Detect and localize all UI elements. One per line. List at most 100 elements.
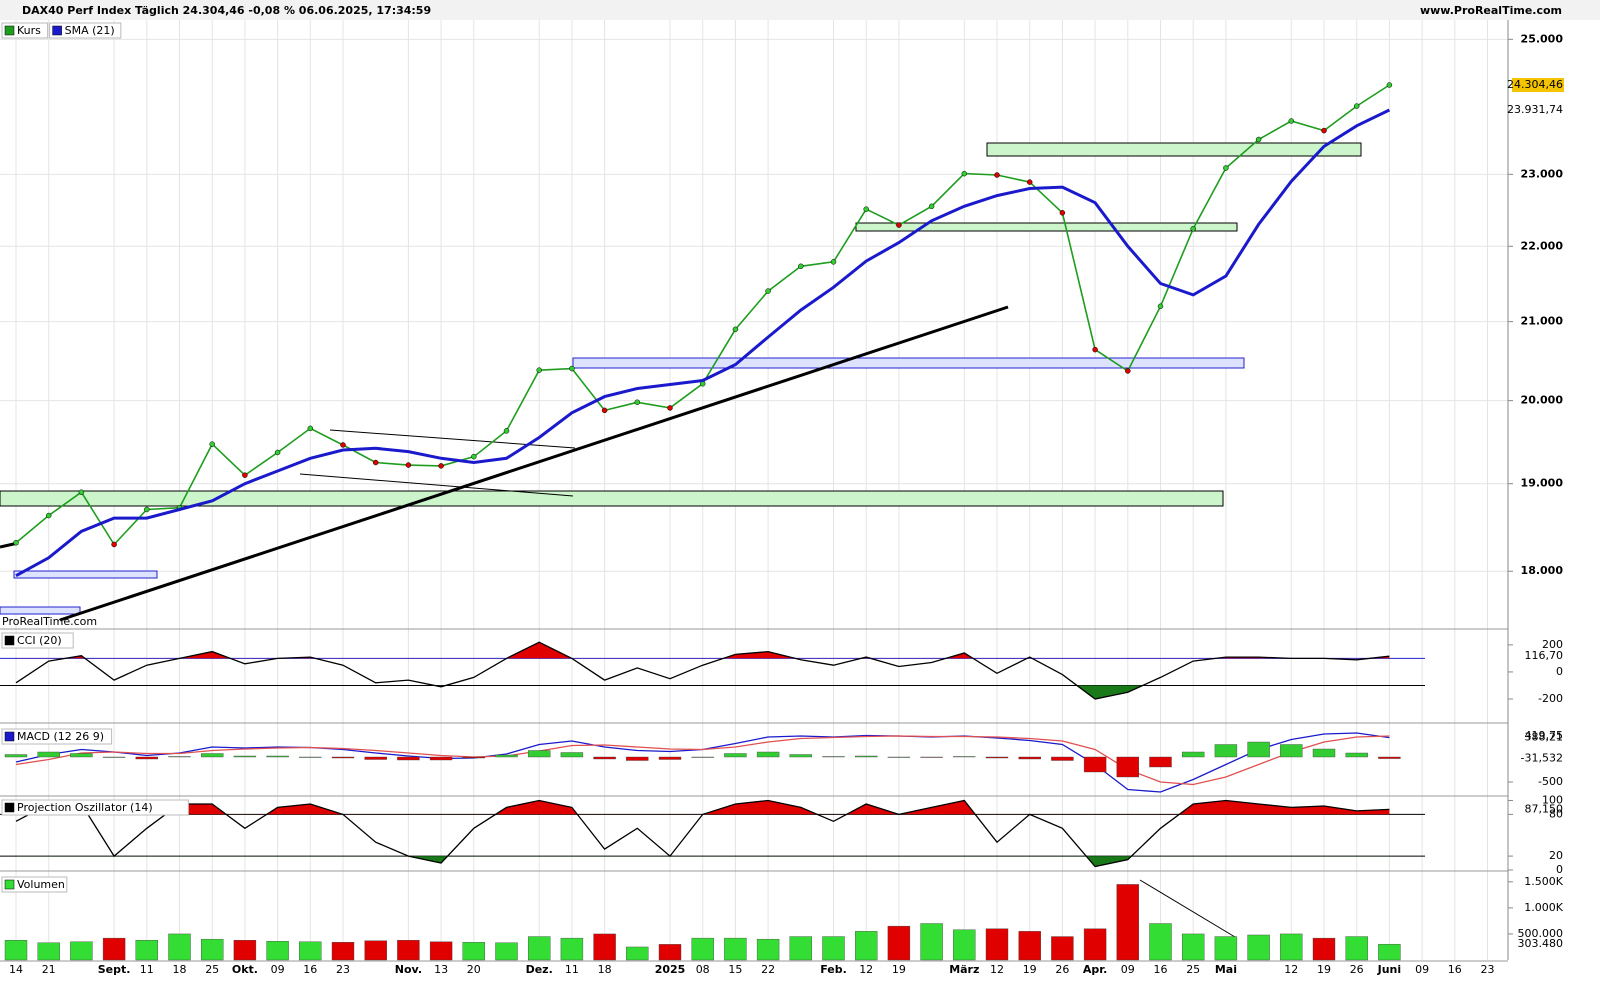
bar xyxy=(1312,937,1336,961)
price-point xyxy=(830,259,837,265)
marks xyxy=(4,82,1401,961)
price-point xyxy=(634,399,641,406)
bar xyxy=(1280,933,1303,961)
x-tick-label: 09 xyxy=(271,963,285,976)
bar xyxy=(462,756,485,759)
bar xyxy=(560,937,584,961)
support-zone xyxy=(855,222,1238,232)
y-tick-label: 19.000 xyxy=(1521,477,1564,490)
price-point xyxy=(1125,368,1131,374)
value-label: 24.304,46 xyxy=(1507,78,1563,91)
bar xyxy=(364,940,387,961)
series-line xyxy=(15,799,1390,868)
y-tick-label: 23.000 xyxy=(1521,167,1564,180)
legend-swatch xyxy=(4,879,15,890)
bar xyxy=(1247,741,1270,758)
price-point xyxy=(438,463,444,469)
value-label: 419,75 xyxy=(1525,729,1564,742)
bar xyxy=(822,756,845,758)
x-tick-label: 23 xyxy=(336,963,350,976)
x-tick-label: 2025 xyxy=(655,963,686,976)
bar xyxy=(887,756,911,758)
overbought-fill xyxy=(29,800,1390,815)
legend-box xyxy=(1,632,74,649)
price-point xyxy=(732,326,739,333)
bar xyxy=(102,756,126,758)
value-label: 23.931,74 xyxy=(1507,103,1563,116)
price-point xyxy=(1321,127,1327,134)
bar xyxy=(560,752,584,758)
bar xyxy=(953,756,976,758)
bar xyxy=(37,751,60,758)
bar xyxy=(1181,751,1205,758)
price-point xyxy=(569,365,575,372)
bar xyxy=(1214,744,1238,758)
x-tick-label: 26 xyxy=(1350,963,1364,976)
overlay: 14 21 Sept. 11 18 25 Okt. 09 16 23 Nov. 13 20 Dez. 11 1… xyxy=(1,22,1564,976)
bar xyxy=(528,936,551,961)
bar xyxy=(1116,884,1140,961)
bar xyxy=(691,756,714,758)
price-point xyxy=(144,506,150,513)
x-tick-label: 25 xyxy=(205,963,219,976)
price-point xyxy=(405,462,412,468)
legend-box xyxy=(1,799,189,816)
y-tick-label: 21.000 xyxy=(1521,315,1564,328)
blue-zone xyxy=(13,570,158,579)
price-point xyxy=(536,367,542,373)
price-point xyxy=(209,441,215,447)
bar xyxy=(887,925,911,961)
bar xyxy=(1149,756,1172,768)
overbought-fill xyxy=(64,642,1390,659)
bar xyxy=(626,946,649,961)
bar xyxy=(1378,756,1401,759)
price-point xyxy=(372,459,379,466)
price-point xyxy=(1059,210,1066,216)
x-tick-label: Feb. xyxy=(820,963,847,976)
bar xyxy=(658,944,682,961)
bar xyxy=(1051,936,1074,961)
bar xyxy=(70,753,93,758)
bar xyxy=(985,928,1009,961)
price-point xyxy=(1223,165,1229,171)
legend-label: CCI (20) xyxy=(17,634,62,647)
price-point xyxy=(111,541,117,548)
y-tick-label: -200 xyxy=(1538,692,1563,705)
price-point xyxy=(1190,225,1196,232)
x-tick-label: Okt. xyxy=(232,963,258,976)
y-tick-label: 500.000 xyxy=(1518,927,1564,940)
bar xyxy=(1378,943,1401,961)
volume-trend-line xyxy=(1139,879,1236,938)
x-tick-label: 23 xyxy=(1481,963,1495,976)
price-point xyxy=(78,489,85,495)
x-tick-label: Dez. xyxy=(526,963,553,976)
bar xyxy=(626,756,649,761)
y-tick-label: 25.000 xyxy=(1521,32,1564,45)
bar xyxy=(789,754,812,758)
x-tick-label: 11 xyxy=(565,963,579,976)
price-point xyxy=(1386,82,1393,88)
legend-label: MACD (12 26 9) xyxy=(17,730,104,743)
price-point xyxy=(798,263,804,270)
bar xyxy=(855,755,878,758)
series-line xyxy=(15,641,1390,700)
price-point xyxy=(1255,136,1262,143)
bar xyxy=(920,756,943,758)
x-tick-label: 20 xyxy=(467,963,481,976)
x-tick-label: 18 xyxy=(173,963,187,976)
y-tick-label: 100 xyxy=(1542,793,1563,806)
value-label-box xyxy=(1512,78,1564,93)
y-tick-label: 0 xyxy=(1556,863,1563,876)
legend-box xyxy=(49,22,122,39)
annotations xyxy=(0,142,1362,938)
bar xyxy=(593,933,616,961)
price-point xyxy=(1092,346,1098,353)
bar xyxy=(1018,931,1041,961)
legend-swatch xyxy=(4,635,15,646)
price-point xyxy=(1288,118,1295,124)
bar xyxy=(495,754,518,758)
price-point xyxy=(765,288,771,294)
bar xyxy=(233,755,257,758)
bar xyxy=(102,937,126,961)
bar xyxy=(397,939,420,961)
